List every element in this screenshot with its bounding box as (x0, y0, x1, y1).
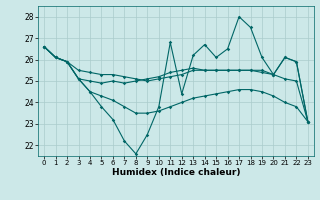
X-axis label: Humidex (Indice chaleur): Humidex (Indice chaleur) (112, 168, 240, 177)
